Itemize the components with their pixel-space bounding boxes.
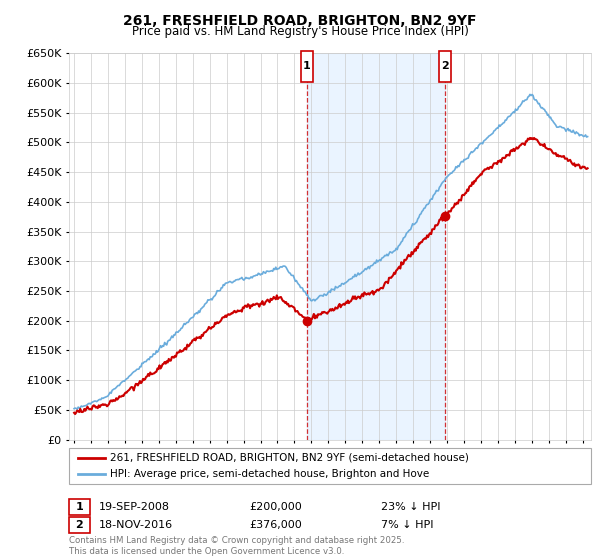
Text: 1: 1	[303, 61, 310, 71]
Text: 7% ↓ HPI: 7% ↓ HPI	[381, 520, 433, 530]
Text: HPI: Average price, semi-detached house, Brighton and Hove: HPI: Average price, semi-detached house,…	[110, 469, 429, 479]
Bar	[307, 53, 445, 440]
FancyBboxPatch shape	[301, 51, 313, 82]
Text: £200,000: £200,000	[249, 502, 302, 512]
Text: Price paid vs. HM Land Registry's House Price Index (HPI): Price paid vs. HM Land Registry's House …	[131, 25, 469, 38]
Text: Contains HM Land Registry data © Crown copyright and database right 2025.
This d: Contains HM Land Registry data © Crown c…	[69, 536, 404, 556]
Text: 18-NOV-2016: 18-NOV-2016	[99, 520, 173, 530]
FancyBboxPatch shape	[439, 51, 451, 82]
Text: 1: 1	[76, 502, 83, 512]
Text: £376,000: £376,000	[249, 520, 302, 530]
Text: 23% ↓ HPI: 23% ↓ HPI	[381, 502, 440, 512]
Text: 2: 2	[76, 520, 83, 530]
Text: 261, FRESHFIELD ROAD, BRIGHTON, BN2 9YF (semi-detached house): 261, FRESHFIELD ROAD, BRIGHTON, BN2 9YF …	[110, 452, 469, 463]
Text: 261, FRESHFIELD ROAD, BRIGHTON, BN2 9YF: 261, FRESHFIELD ROAD, BRIGHTON, BN2 9YF	[123, 14, 477, 28]
Text: 2: 2	[441, 61, 449, 71]
Text: 19-SEP-2008: 19-SEP-2008	[99, 502, 170, 512]
